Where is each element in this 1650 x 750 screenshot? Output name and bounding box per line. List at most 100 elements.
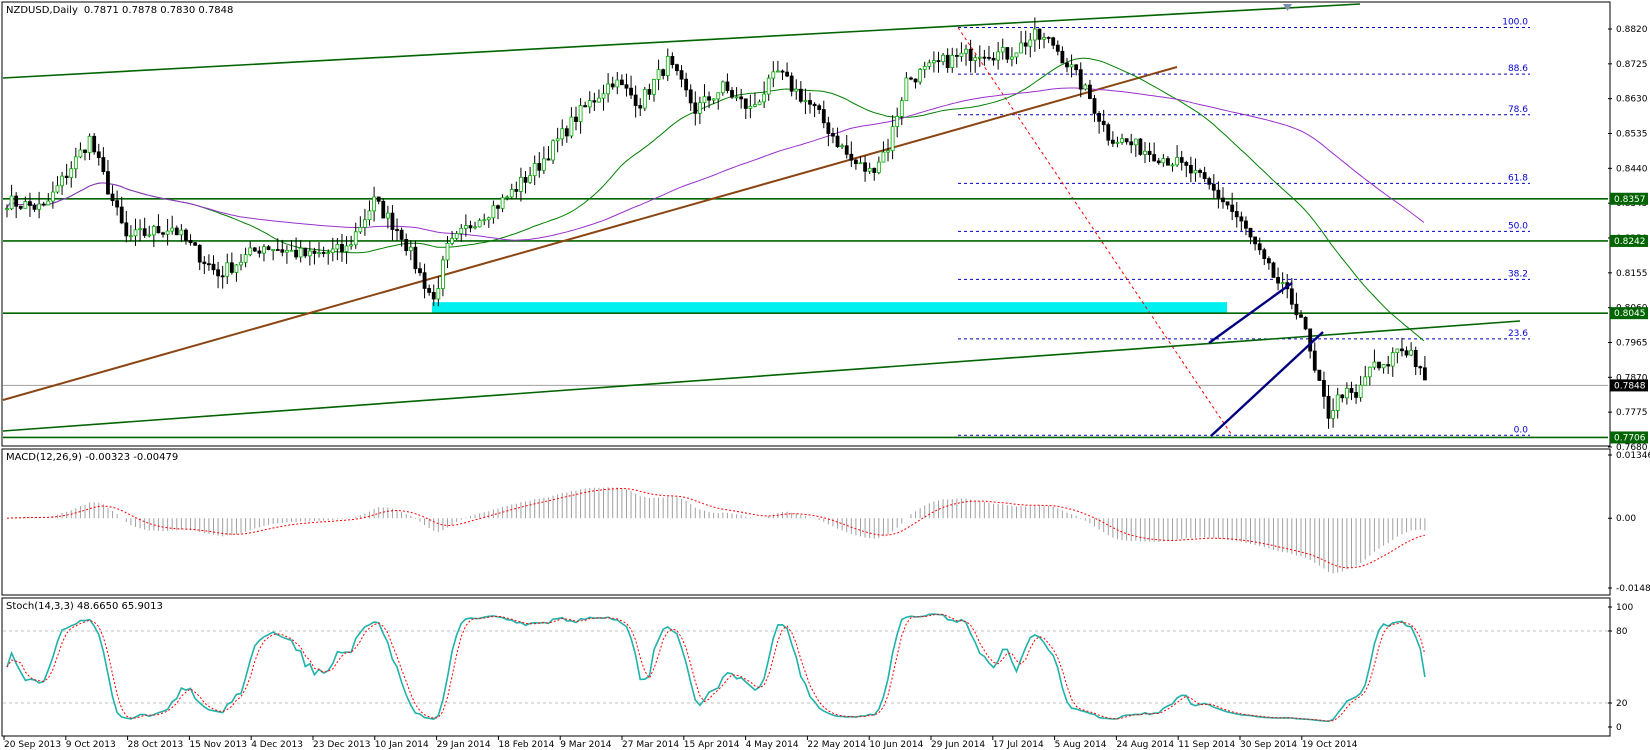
candle-body	[1019, 42, 1023, 54]
candle-body	[817, 105, 822, 110]
candle-body	[340, 243, 344, 252]
candle-body	[858, 162, 863, 165]
candle-body	[679, 70, 684, 80]
fib-level-label: 100.0	[1502, 18, 1528, 28]
candle-body	[101, 157, 106, 173]
x-tick-label: 5 Aug 2014	[1055, 740, 1107, 750]
candle-body	[661, 69, 666, 76]
candle-body	[1395, 348, 1400, 353]
x-tick-label: 11 Sep 2014	[1178, 740, 1235, 750]
candle-body	[87, 135, 92, 153]
candle-body	[592, 100, 597, 103]
candle-body	[1221, 197, 1225, 203]
candle-body	[64, 175, 69, 179]
candle-body	[1055, 44, 1060, 52]
candle-body	[321, 252, 326, 254]
candle-body	[1244, 220, 1248, 229]
candle-body	[922, 66, 927, 70]
candle-body	[1386, 364, 1391, 367]
candle-body	[1271, 262, 1276, 278]
candle-body	[14, 195, 19, 207]
candle-body	[115, 200, 120, 208]
candle-body	[454, 233, 459, 239]
price-badge	[1610, 379, 1648, 392]
candle-body	[243, 254, 248, 263]
candle-body	[285, 249, 289, 253]
candle-body	[1175, 157, 1180, 166]
candle-body	[46, 200, 51, 206]
candle-body	[606, 83, 611, 95]
candle-body	[216, 269, 220, 277]
x-tick-label: 4 May 2014	[746, 740, 799, 750]
candle-body	[92, 135, 97, 153]
candle-body	[523, 176, 528, 183]
candle-body	[863, 162, 867, 172]
candle-body	[619, 79, 624, 86]
candle-body	[895, 116, 900, 127]
candle-body	[670, 55, 675, 66]
candle-body	[50, 191, 55, 202]
candle-body	[280, 249, 285, 253]
candle-body	[1000, 47, 1005, 53]
candle-body	[1092, 98, 1097, 114]
candle-body	[730, 90, 734, 98]
candle-body	[1294, 303, 1299, 316]
candle-body	[170, 227, 175, 232]
candle-body	[1097, 112, 1101, 122]
stoch-title: Stoch(14,3,3) 48.6650 65.9013	[6, 601, 163, 612]
chart-shift-marker-icon[interactable]	[1283, 4, 1292, 11]
candle-body	[927, 62, 932, 67]
candle-body	[633, 94, 638, 106]
candle-body	[876, 161, 881, 173]
candle-body	[514, 189, 519, 192]
fib-level-label: 23.6	[1508, 329, 1528, 339]
x-tick-label: 27 Mar 2014	[622, 740, 679, 750]
upper-trendline	[2, 3, 1361, 79]
x-tick-label: 17 Jul 2014	[993, 740, 1044, 750]
candle-body	[624, 84, 629, 89]
macd-title: MACD(12,26,9) -0.00323 -0.00479	[6, 452, 178, 463]
y-tick-label: 0.8630	[1616, 95, 1648, 105]
x-tick-label: 9 Oct 2013	[66, 740, 116, 750]
candle-body	[119, 206, 124, 224]
candle-body	[1147, 150, 1152, 155]
candle-body	[1106, 124, 1111, 141]
candle-body	[973, 57, 978, 61]
candle-body	[275, 249, 280, 251]
candle-body	[780, 70, 785, 73]
x-tick-label: 22 May 2014	[807, 740, 866, 750]
candle-body	[725, 81, 730, 91]
candle-body	[161, 232, 165, 235]
candle-body	[1354, 392, 1358, 398]
candle-body	[1037, 28, 1042, 40]
candle-body	[711, 98, 716, 101]
candle-body	[207, 263, 211, 266]
candle-body	[560, 128, 565, 140]
candle-body	[312, 250, 317, 254]
stoch-y-label: 80	[1616, 627, 1628, 637]
candle-body	[766, 77, 771, 95]
candle-body	[812, 103, 817, 107]
channel-lower-line	[1210, 331, 1324, 437]
candle-body	[757, 101, 762, 106]
candle-body	[413, 246, 418, 270]
price-badge-label: 0.8045	[1614, 309, 1646, 319]
candle-body	[330, 248, 335, 253]
candle-body	[739, 96, 744, 100]
ma-slow-line	[5, 87, 1425, 241]
ma-fast-line	[5, 57, 1425, 342]
candle-body	[73, 156, 78, 170]
candle-body	[1143, 150, 1147, 155]
candle-body	[1065, 62, 1069, 68]
candle-body	[532, 163, 537, 177]
candle-body	[367, 210, 372, 221]
candle-body	[1005, 47, 1010, 60]
candle-body	[1051, 37, 1056, 46]
candle-body	[298, 247, 303, 258]
y-tick-label: 0.8820	[1616, 25, 1648, 35]
stoch-y-label: 100	[1616, 603, 1633, 613]
candle-body	[142, 228, 147, 236]
candle-body	[1023, 42, 1028, 47]
candle-body	[1422, 367, 1427, 381]
